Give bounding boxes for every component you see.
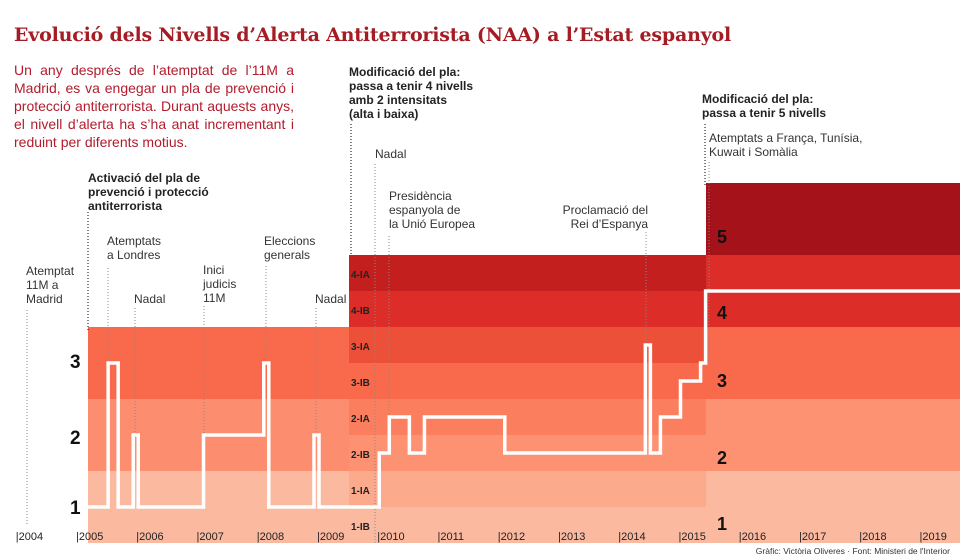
annotation-atemptats-londres: Atemptats a Londres [107, 234, 162, 262]
level-label-2: 2 [717, 448, 727, 468]
level-label-2-IB: 2-IB [351, 450, 370, 461]
level-label-1-IA: 1-IA [351, 486, 370, 497]
annotation-presidencia-ue: Presidència espanyola de la Unió Europea [389, 189, 476, 231]
level-label-3-IB: 3-IB [351, 378, 370, 389]
level-label-3: 3 [70, 352, 81, 373]
annotation-atemptats-franca: Atemptats a França, Tunísia, Kuwait i So… [709, 131, 863, 159]
annotation-nadal-2005: Nadal [134, 292, 166, 306]
annotation-proclamacio-rei: Proclamació del Rei d’Espanya [562, 203, 648, 231]
x-tick-label: |2018 [859, 531, 886, 543]
intro-text: Un any després de l’atemptat de l’11M a … [14, 62, 294, 150]
band-level-3 [88, 327, 349, 399]
annotation-inici-judicis: Inici judicis 11M [203, 263, 237, 305]
x-tick-label: |2010 [377, 531, 404, 543]
x-tick-label: |2005 [76, 531, 103, 543]
x-tick-label: |2008 [257, 531, 284, 543]
annotation-eleccions: Eleccions generals [264, 234, 316, 262]
annotation-activacio-pla: Activació del pla de prevenció i protecc… [88, 171, 209, 213]
band-level-3-IB [349, 363, 706, 399]
x-tick-label: |2012 [498, 531, 525, 543]
level-label-3: 3 [717, 371, 727, 391]
x-tick-label: |2006 [136, 531, 163, 543]
level-label-2-IA: 2-IA [351, 414, 370, 425]
x-tick-label: |2013 [558, 531, 585, 543]
annotation-modificacio-4-nivells: Modificació del pla: passa a tenir 4 niv… [349, 65, 474, 121]
level-label-1: 1 [717, 514, 727, 534]
band-level-1 [706, 471, 960, 543]
band-level-3-IA [349, 327, 706, 363]
x-tick-label: |2011 [438, 531, 465, 543]
band-level-4-IA [349, 255, 706, 291]
x-tick-label: |2016 [739, 531, 766, 543]
x-tick-label: |2007 [197, 531, 224, 543]
level-label-2: 2 [70, 428, 81, 449]
band-level-4-IB [349, 291, 706, 327]
x-tick-label: |2004 [16, 531, 43, 543]
band-level-3 [706, 327, 960, 399]
band-level-5 [706, 183, 960, 255]
level-label-3-IA: 3-IA [351, 342, 370, 353]
chart-title: Evolució dels Nivells d’Alerta Antiterro… [14, 24, 732, 46]
x-tick-label: |2009 [317, 531, 344, 543]
band-level-1-IA [349, 471, 706, 507]
level-label-4-IA: 4-IA [351, 270, 370, 281]
band-level-2 [706, 399, 960, 471]
annotation-modificacio-5-nivells: Modificació del pla: passa a tenir 5 niv… [702, 92, 827, 120]
alert-level-line [88, 289, 960, 509]
level-label-4-IB: 4-IB [351, 306, 370, 317]
x-tick-label: |2015 [679, 531, 706, 543]
level-label-1: 1 [70, 498, 81, 519]
band-level-1-IB [349, 507, 706, 543]
annotation-nadal-2009: Nadal [375, 147, 407, 161]
annotation-nadal-2008: Nadal [315, 292, 347, 306]
level-label-1-IB: 1-IB [351, 522, 370, 533]
level-label-5: 5 [717, 227, 727, 247]
x-tick-label: |2017 [799, 531, 826, 543]
level-label-4: 4 [717, 303, 727, 323]
credit-line: Gràfic: Victòria Oliveres · Font: Minist… [755, 546, 950, 556]
x-tick-label: |2014 [618, 531, 645, 543]
x-tick-label: |2019 [920, 531, 947, 543]
annotation-atemptat-11m: Atemptat 11M a Madrid [26, 264, 75, 306]
